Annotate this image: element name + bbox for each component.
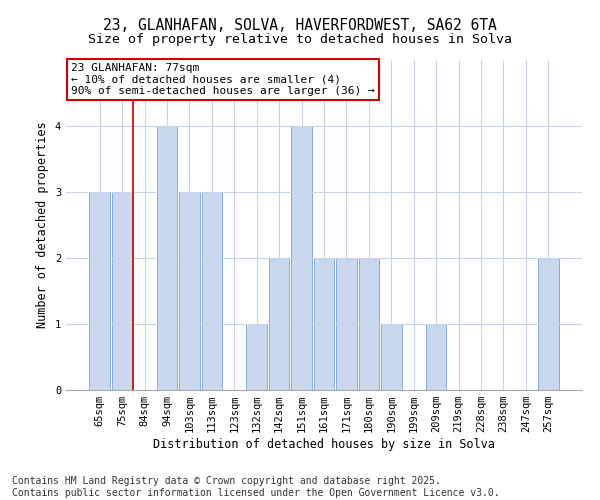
Bar	[112, 192, 133, 390]
Bar	[426, 324, 446, 390]
Bar	[291, 126, 312, 390]
Bar	[359, 258, 379, 390]
Bar	[179, 192, 200, 390]
X-axis label: Distribution of detached houses by size in Solva: Distribution of detached houses by size …	[153, 438, 495, 451]
Bar	[381, 324, 401, 390]
Bar	[269, 258, 289, 390]
Bar	[336, 258, 357, 390]
Bar	[157, 126, 178, 390]
Bar	[89, 192, 110, 390]
Bar	[202, 192, 222, 390]
Text: Size of property relative to detached houses in Solva: Size of property relative to detached ho…	[88, 32, 512, 46]
Bar	[314, 258, 334, 390]
Text: Contains HM Land Registry data © Crown copyright and database right 2025.
Contai: Contains HM Land Registry data © Crown c…	[12, 476, 500, 498]
Text: 23, GLANHAFAN, SOLVA, HAVERFORDWEST, SA62 6TA: 23, GLANHAFAN, SOLVA, HAVERFORDWEST, SA6…	[103, 18, 497, 32]
Y-axis label: Number of detached properties: Number of detached properties	[37, 122, 49, 328]
Text: 23 GLANHAFAN: 77sqm
← 10% of detached houses are smaller (4)
90% of semi-detache: 23 GLANHAFAN: 77sqm ← 10% of detached ho…	[71, 64, 375, 96]
Bar	[538, 258, 559, 390]
Bar	[247, 324, 267, 390]
